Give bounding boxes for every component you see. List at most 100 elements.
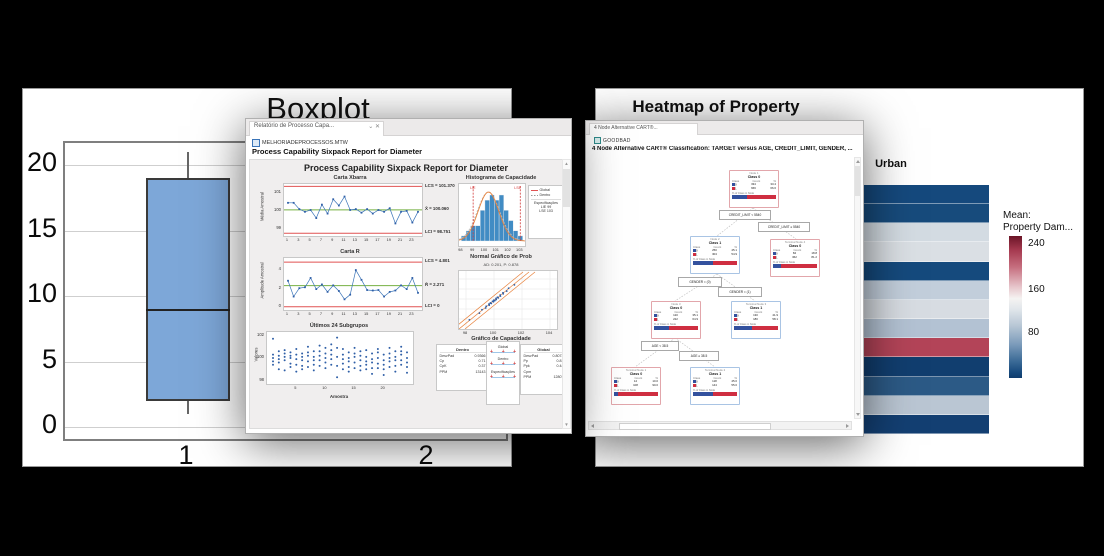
xbar-plot bbox=[283, 183, 423, 237]
scroll-down-icon[interactable] bbox=[856, 413, 860, 416]
x-tick-label: 7 bbox=[319, 237, 322, 242]
global-line-swatch bbox=[531, 189, 538, 191]
node-class-label: Class 0 bbox=[629, 372, 643, 377]
node-class-bar bbox=[773, 264, 817, 268]
tree-node: Terminal Node 2 Class 1 Class Count% 0 118 45.… bbox=[690, 367, 740, 405]
x-tick-label: 21 bbox=[397, 237, 403, 242]
x-tick-label: 100 bbox=[489, 330, 497, 335]
split-rule-label: CREDIT_LIMIT < 5540 bbox=[719, 210, 771, 220]
r-mean-label: R̄ = 2.271 bbox=[425, 281, 445, 287]
sixpack-tab[interactable]: ⌄ ✕ Relatório de Processo Capa... bbox=[249, 121, 384, 136]
sixpack-heading: Process Capability Sixpack Report for Di… bbox=[252, 147, 423, 156]
node-class-bar bbox=[693, 392, 737, 396]
scroll-down-icon[interactable]: ▼ bbox=[564, 422, 569, 427]
legend-tick-label: 160 bbox=[1028, 284, 1045, 295]
xbar-chart-title: Carta Xbarra bbox=[333, 175, 367, 181]
y-tick-label: 98 bbox=[259, 377, 264, 382]
y-tick-label: 99 bbox=[276, 225, 281, 231]
xbar-ucl-label: LCS = 101.370 bbox=[425, 182, 455, 188]
vertical-scrollbar[interactable] bbox=[854, 157, 861, 419]
cart-worksheet-line: GOODBAD bbox=[594, 137, 631, 144]
split-rule-label: AGE ≥ 38.5 bbox=[679, 351, 719, 361]
node-table-header: Class Count% bbox=[654, 309, 698, 314]
subgroups-plot bbox=[266, 331, 414, 385]
node-title: Terminal Node 1 bbox=[625, 368, 647, 372]
split-rule-label: AGE < 38.5 bbox=[641, 341, 679, 351]
scrollbar-thumb[interactable] bbox=[619, 423, 771, 430]
tab-close-icon[interactable]: ✕ bbox=[374, 124, 380, 130]
y-tick-label: 0 bbox=[278, 303, 281, 309]
node-table-row: 0 120 35.1 bbox=[654, 313, 698, 318]
cart-tab[interactable]: 4 Node Alternative CART®... bbox=[589, 123, 698, 135]
interval-label: Global bbox=[497, 344, 509, 349]
scrollbar-thumb[interactable] bbox=[855, 166, 860, 196]
y-tick-label: 100 bbox=[274, 207, 281, 213]
legend-lse: LSE 103 bbox=[539, 209, 553, 213]
node-class-label: Class 0 bbox=[669, 306, 683, 311]
x-tick-label: 10 bbox=[322, 385, 327, 390]
cart-tree-canvas: CREDIT_LIMIT < 5540 CREDIT_LIMIT ≥ 5540 GE… bbox=[588, 157, 852, 419]
x-category-label: 2 bbox=[418, 440, 434, 470]
stat-row: Cp 0.71 bbox=[439, 359, 486, 364]
x-tick-label: 99 bbox=[469, 247, 475, 252]
stat-row: Ppk 0.44 bbox=[523, 364, 564, 369]
node-class-bar bbox=[614, 392, 658, 396]
report-title: Process Capability Sixpack Report for Di… bbox=[303, 163, 509, 173]
node-bar-label: % of Class in Node bbox=[732, 191, 755, 195]
node-table-row: 0 130 41.9 bbox=[734, 313, 778, 318]
dentro-stats-box: Dentro DesvPad 0.9366 Cp 0.71 CpK 0.37 PPM 13143 bbox=[436, 344, 489, 391]
scroll-up-icon[interactable]: ▲ bbox=[564, 161, 569, 166]
capability-intervals-box: Global + + + Dentro + + + Especificações + + + bbox=[486, 341, 520, 405]
x-tick-label: 1 bbox=[285, 311, 289, 316]
r-ucl-label: LCS = 4.801 bbox=[425, 258, 450, 263]
cart-tab-label: 4 Node Alternative CART®... bbox=[594, 125, 658, 131]
x-tick-label: 1 bbox=[285, 237, 289, 242]
scroll-right-icon[interactable] bbox=[846, 424, 849, 428]
y-tick-label: 102 bbox=[257, 331, 264, 337]
x-tick-label: 101 bbox=[492, 247, 499, 252]
x-tick-label: 11 bbox=[341, 237, 346, 242]
worksheet-icon bbox=[594, 137, 601, 144]
histogram-plot: LIE LSE bbox=[458, 183, 526, 247]
scroll-left-icon[interactable] bbox=[591, 424, 594, 428]
horizontal-scrollbar[interactable] bbox=[588, 421, 852, 430]
r-plot bbox=[283, 257, 423, 311]
heatmap-color-scale bbox=[1009, 236, 1022, 378]
legend-lie: LIE 99 bbox=[540, 205, 552, 209]
probplot-plot bbox=[452, 270, 558, 330]
x-tick-label: 13 bbox=[352, 311, 357, 316]
heatmap-cell bbox=[863, 376, 989, 396]
node-bar-label: % of Class in Node bbox=[693, 257, 716, 261]
scrollbar-thumb[interactable] bbox=[563, 169, 570, 207]
vertical-scrollbar[interactable]: ▲ ▼ bbox=[562, 159, 571, 429]
global-stats-box: GlobalDesvPad0.8073Pp0.81Ppk0.44Cpm*PPM1… bbox=[520, 344, 567, 395]
node-title: Node 2 bbox=[710, 237, 720, 241]
stat-row: PPM 13143 bbox=[439, 369, 486, 374]
xbar-y-axis-label: Média Amostral bbox=[259, 192, 265, 221]
node-table-row: 1 180 58.1 bbox=[734, 318, 778, 322]
cart-tab-bar: 4 Node Alternative CART®... bbox=[586, 121, 863, 135]
sixpack-tab-bar: ⌄ ✕ Relatório de Processo Capa... bbox=[246, 119, 571, 136]
tab-collapse-icon[interactable]: ⌄ bbox=[368, 124, 374, 130]
sixpack-tab-label: Relatório de Processo Capa... bbox=[254, 123, 335, 129]
x-tick-label: 20 bbox=[380, 385, 385, 390]
scroll-up-icon[interactable] bbox=[856, 160, 860, 163]
node-class-label: Class 0 bbox=[788, 244, 802, 249]
y-tick-label: 100 bbox=[257, 354, 264, 360]
node-class-bar bbox=[654, 326, 698, 330]
interval-plot: + + + bbox=[490, 348, 516, 355]
stat-row: PPM 12807 bbox=[523, 374, 564, 379]
node-table-header: Class Count% bbox=[693, 375, 737, 380]
cart-worksheet-name: GOODBAD bbox=[603, 137, 631, 144]
sixpack-report: Process Capability Sixpack Report for Di… bbox=[249, 159, 567, 429]
xbar-lcl-label: LCI = 98.751 bbox=[425, 229, 451, 234]
y-tick-label: 0 bbox=[41, 409, 57, 440]
x-tick-label: 5 bbox=[308, 311, 311, 316]
heatmap-cell bbox=[863, 357, 989, 377]
split-rule-label: GENDER = (0) bbox=[678, 277, 722, 287]
tree-node: Node 1 Class 0 Class Count% 0 334 33.4 1 666 66.6… bbox=[729, 170, 779, 208]
subgroups-x-axis-label: Amostra bbox=[329, 394, 349, 399]
heatmap-column-header: Urban bbox=[875, 158, 907, 170]
heatmap-column bbox=[863, 185, 989, 435]
heatmap-legend-title: Mean: bbox=[1003, 210, 1031, 221]
